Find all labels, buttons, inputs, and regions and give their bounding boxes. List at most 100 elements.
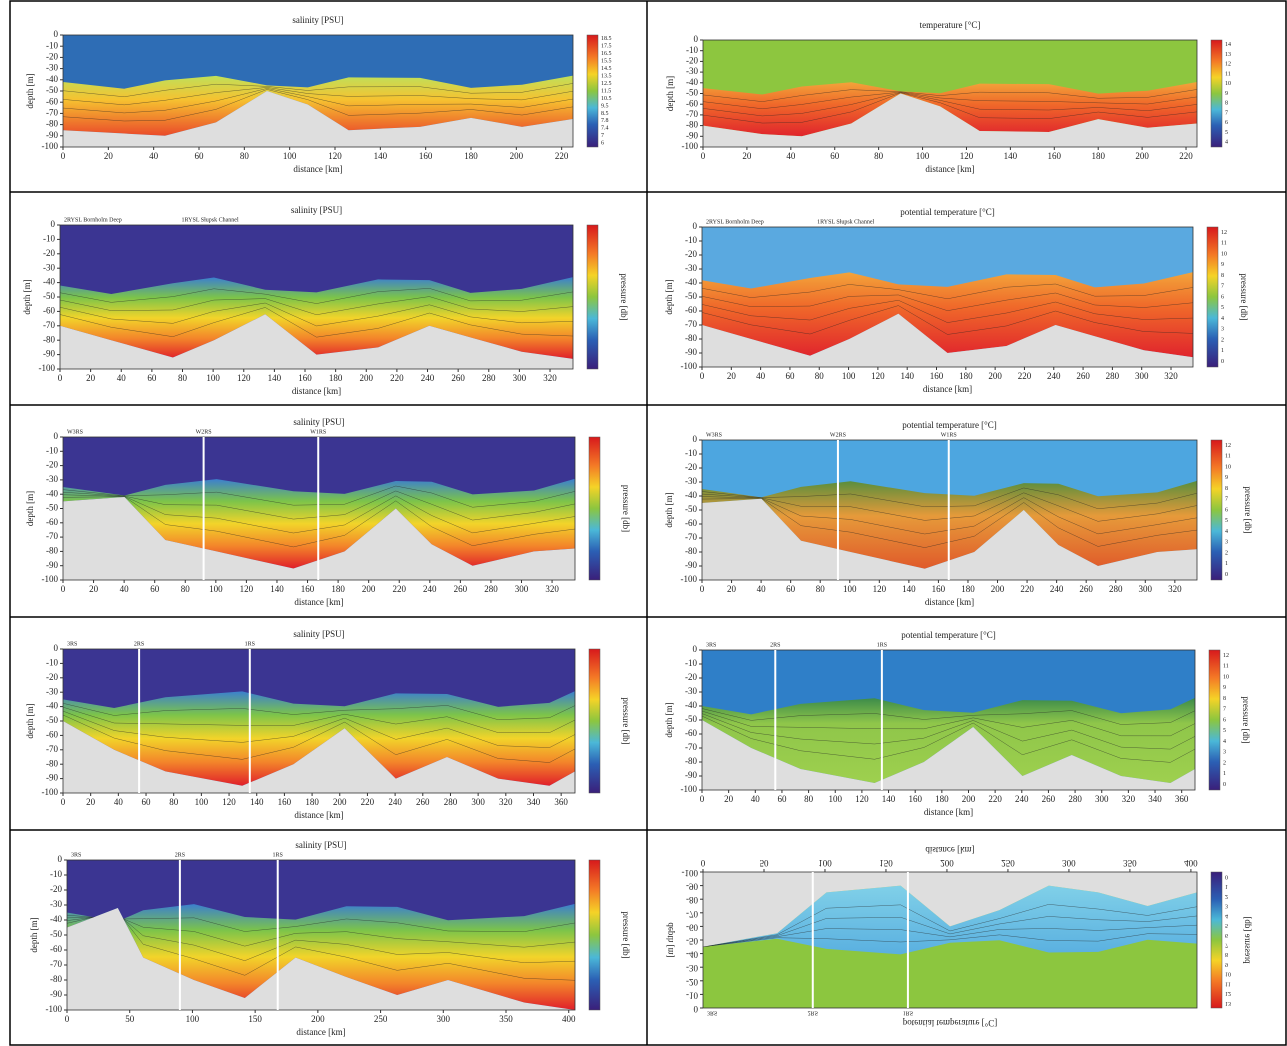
x-axis-label: distance [km] xyxy=(924,807,973,817)
x-tick-label: 260 xyxy=(1042,794,1056,804)
x-tick-label: 260 xyxy=(454,584,468,594)
x-tick-label: 240 xyxy=(388,797,402,807)
x-tick-label: 100 xyxy=(842,371,856,381)
colorbar-label: 7.8 xyxy=(601,118,609,124)
colorbar-label: 10 xyxy=(1223,674,1229,680)
x-tick-label: 220 xyxy=(1020,584,1034,594)
deep-layer xyxy=(63,691,575,786)
x-tick-label: 200 xyxy=(940,858,954,868)
colorbar-label: 10 xyxy=(1225,464,1231,470)
isoline xyxy=(702,915,1198,948)
isoline xyxy=(702,92,1198,124)
x-tick-label: 80 xyxy=(804,794,814,804)
colorbar xyxy=(1210,871,1223,1009)
x-tick-label: 180 xyxy=(305,797,319,807)
panel: 2RYSL Bornholm Deep 1RYSL Słupsk Channel 0… xyxy=(22,205,629,396)
y-tick-label: -50 xyxy=(685,504,697,514)
y-tick-label: -50 xyxy=(46,503,58,513)
y-tick-label: -10 xyxy=(686,45,698,55)
seabed xyxy=(702,313,1193,367)
y-tick-label: -40 xyxy=(46,701,58,711)
station-label: W3RS xyxy=(706,432,722,438)
y-tick-label: -90 xyxy=(43,349,55,359)
seabed xyxy=(63,91,573,147)
y-tick-label: -90 xyxy=(46,773,58,783)
isoline xyxy=(702,924,1198,948)
colorbar-label: 5 xyxy=(1225,130,1228,136)
chart-title: potential temperature [°C] xyxy=(901,630,996,640)
chart-title: salinity [PSU] xyxy=(291,205,342,215)
y-axis-label: depth [m] xyxy=(664,492,674,527)
y-tick-label: -70 xyxy=(686,909,698,919)
x-tick-label: 140 xyxy=(1004,151,1018,161)
y-tick-label: -40 xyxy=(46,74,58,84)
colorbar-label: 3 xyxy=(1225,540,1228,546)
colorbar-label: 8 xyxy=(1225,486,1228,492)
x-tick-label: 240 xyxy=(423,584,437,594)
seabed xyxy=(702,498,1197,580)
y-tick-label: -100 xyxy=(681,574,698,584)
x-tick-label: 0 xyxy=(61,151,66,161)
isoline xyxy=(62,714,576,763)
y-tick-label: -80 xyxy=(46,119,58,129)
colorbar-label: 10 xyxy=(1225,81,1231,87)
x-tick-label: 160 xyxy=(932,584,946,594)
y-tick-label: -60 xyxy=(685,305,697,315)
colorbar-label: 8 xyxy=(1225,951,1228,957)
x-tick-label: 250 xyxy=(374,1014,388,1024)
x-tick-label: 280 xyxy=(482,373,496,383)
isoline xyxy=(59,302,574,327)
isoline xyxy=(62,710,576,748)
x-tick-label: 340 xyxy=(1148,794,1162,804)
x-tick-label: 120 xyxy=(873,584,887,594)
colorbar-label: 14.5 xyxy=(601,66,612,72)
colorbar-label: 8 xyxy=(1223,696,1226,702)
seabed xyxy=(67,908,575,1010)
isoline xyxy=(702,91,1198,110)
colorbar xyxy=(1210,39,1223,148)
y-tick-label: -40 xyxy=(50,914,62,924)
colorbar-label: 7.4 xyxy=(601,126,609,132)
isoline xyxy=(62,703,576,720)
x-tick-label: 140 xyxy=(374,151,388,161)
x-tick-label: 200 xyxy=(333,797,347,807)
chart-title: salinity [PSU] xyxy=(292,15,343,25)
x-tick-label: 350 xyxy=(499,1014,513,1024)
x-tick-label: 200 xyxy=(1135,151,1149,161)
y-tick-label: -10 xyxy=(685,448,697,458)
x-axis-label: distance [km] xyxy=(293,164,342,174)
colorbar-label: 11.5 xyxy=(601,88,611,94)
station-label: 3RS xyxy=(71,852,81,858)
deep-layer xyxy=(703,885,1197,955)
x-tick-label: 20 xyxy=(104,151,114,161)
y-tick-label: -80 xyxy=(686,895,698,905)
x-tick-label: 320 xyxy=(545,584,559,594)
y-tick-label: -90 xyxy=(50,989,62,999)
y-tick-label: -100 xyxy=(46,1004,63,1014)
x-tick-label: 60 xyxy=(785,371,795,381)
y-tick-label: -100 xyxy=(682,868,699,878)
y-tick-label: -30 xyxy=(686,963,698,973)
x-tick-label: 280 xyxy=(1106,371,1120,381)
isoline xyxy=(702,89,1198,102)
y-tick-label: -50 xyxy=(685,291,697,301)
isoline xyxy=(701,492,1198,522)
y-tick-label: -40 xyxy=(685,700,697,710)
x-axis-label: distance [km] xyxy=(923,384,972,394)
x-tick-label: 120 xyxy=(855,794,869,804)
x-tick-label: 240 xyxy=(421,373,435,383)
x-axis-label: distance [km] xyxy=(292,386,341,396)
colorbar-label: 2 xyxy=(1223,760,1226,766)
colorbar-label: 1 xyxy=(1221,348,1224,354)
x-tick-label: 280 xyxy=(1068,794,1082,804)
colorbar-label: 9 xyxy=(1225,961,1228,967)
x-tick-label: 0 xyxy=(61,797,66,807)
x-tick-label: 260 xyxy=(416,797,430,807)
y-tick-label: -30 xyxy=(685,263,697,273)
x-tick-label: 20 xyxy=(742,151,752,161)
colorbar-label: 2 xyxy=(1225,550,1228,556)
x-tick-label: 180 xyxy=(959,371,973,381)
y-tick-label: -80 xyxy=(50,974,62,984)
colorbar-label: 7 xyxy=(1225,941,1228,947)
